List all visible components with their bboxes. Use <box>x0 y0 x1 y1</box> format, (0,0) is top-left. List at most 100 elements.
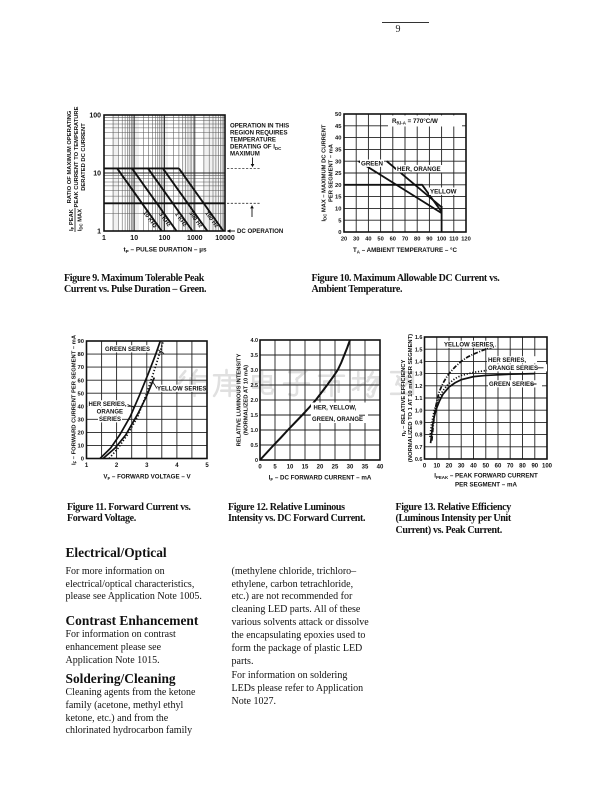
svg-text:60: 60 <box>495 464 502 470</box>
svg-text:70: 70 <box>78 365 84 371</box>
svg-text:15: 15 <box>302 465 309 471</box>
svg-text:50: 50 <box>78 391 84 397</box>
svg-text:IF – DC FORWARD CURRENT – mA: IF – DC FORWARD CURRENT – mA <box>269 475 372 482</box>
svg-text:4.0: 4.0 <box>251 338 259 344</box>
svg-text:45: 45 <box>335 124 342 130</box>
svg-text:25: 25 <box>335 171 342 177</box>
svg-text:3.5: 3.5 <box>251 353 259 359</box>
svg-text:4: 4 <box>175 463 179 469</box>
svg-text:PER SEGMENT – mA: PER SEGMENT – mA <box>455 482 517 489</box>
svg-text:YELLOW SERIES: YELLOW SERIES <box>157 387 206 393</box>
svg-text:50: 50 <box>377 237 383 243</box>
svg-text:SERIES: SERIES <box>99 417 121 423</box>
svg-text:5: 5 <box>205 463 209 469</box>
svg-text:YELLOW SERIES: YELLOW SERIES <box>444 343 493 349</box>
svg-text:5: 5 <box>273 465 277 471</box>
svg-text:3: 3 <box>145 463 149 469</box>
svg-text:15: 15 <box>335 195 342 201</box>
svg-text:OPERATION IN THIS: OPERATION IN THIS <box>230 123 289 130</box>
svg-text:tP – PULSE DURATION – µs: tP – PULSE DURATION – µs <box>124 247 207 254</box>
svg-text:DC OPERATION: DC OPERATION <box>237 228 283 235</box>
svg-text:2.0: 2.0 <box>251 398 259 404</box>
svg-text:1: 1 <box>102 235 106 242</box>
svg-text:10: 10 <box>433 464 440 470</box>
svg-text:30: 30 <box>335 159 341 165</box>
svg-text:ORANGE: ORANGE <box>97 410 123 416</box>
svg-text:80: 80 <box>519 464 526 470</box>
svg-text:1.3: 1.3 <box>415 372 423 378</box>
svg-text:1.1: 1.1 <box>415 396 423 402</box>
svg-text:GREEN SERIES: GREEN SERIES <box>489 382 534 388</box>
svg-text:MAXIMUM: MAXIMUM <box>230 151 260 158</box>
svg-text:10: 10 <box>130 235 138 242</box>
svg-text:40: 40 <box>365 237 371 243</box>
svg-text:90: 90 <box>78 339 84 345</box>
svg-text:DERATED DC CURRENT: DERATED DC CURRENT <box>81 123 87 191</box>
svg-text:25: 25 <box>332 465 339 471</box>
svg-text:IDC MAX – MAXIMUM DC CURRENT: IDC MAX – MAXIMUM DC CURRENT <box>322 124 328 221</box>
svg-text:100: 100 <box>89 113 101 120</box>
svg-text:3.0: 3.0 <box>251 368 259 374</box>
svg-text:IPEAK – PEAK FORWARD CURRENT: IPEAK – PEAK FORWARD CURRENT <box>434 473 538 480</box>
svg-text:70: 70 <box>402 237 408 243</box>
svg-text:0.6: 0.6 <box>415 457 423 463</box>
svg-text:1.0: 1.0 <box>251 428 259 434</box>
svg-text:HER, YELLOW,: HER, YELLOW, <box>314 406 357 412</box>
svg-text:HER SERIES,: HER SERIES, <box>488 358 526 364</box>
svg-text:20: 20 <box>317 465 324 471</box>
svg-text:RθJ-A = 770°C/W: RθJ-A = 770°C/W <box>392 118 438 125</box>
svg-text:0: 0 <box>423 464 427 470</box>
svg-text:0: 0 <box>255 458 258 464</box>
svg-text:100: 100 <box>542 464 553 470</box>
svg-text:10: 10 <box>335 207 341 213</box>
svg-text:90: 90 <box>531 464 538 470</box>
svg-text:80: 80 <box>78 352 84 358</box>
svg-text:ORANGE SERIES: ORANGE SERIES <box>488 366 538 372</box>
svg-text:(NORMALIZED AT 10 mA): (NORMALIZED AT 10 mA) <box>244 365 250 435</box>
svg-text:IDC MAX: IDC MAX <box>78 209 84 231</box>
svg-text:1000: 1000 <box>187 235 203 242</box>
svg-text:YELLOW: YELLOW <box>430 189 457 196</box>
svg-text:IF – FORWARD CURRENT PER SEGME: IF – FORWARD CURRENT PER SEGMENT – mA <box>72 334 78 465</box>
svg-text:10: 10 <box>287 465 294 471</box>
svg-text:110: 110 <box>449 237 458 243</box>
svg-text:0: 0 <box>81 457 84 463</box>
svg-text:0: 0 <box>258 465 262 471</box>
svg-text:GREEN SERIES: GREEN SERIES <box>105 347 150 353</box>
svg-text:IF PEAK: IF PEAK <box>69 208 75 231</box>
svg-text:50: 50 <box>335 112 341 118</box>
svg-text:HER, ORANGE: HER, ORANGE <box>397 166 441 173</box>
svg-text:0.5: 0.5 <box>251 443 259 449</box>
svg-text:100: 100 <box>437 237 447 243</box>
svg-text:50: 50 <box>482 464 489 470</box>
svg-text:1.6: 1.6 <box>415 335 423 341</box>
svg-text:70: 70 <box>507 464 514 470</box>
svg-text:PER SEGMENT – mA: PER SEGMENT – mA <box>329 143 335 202</box>
svg-text:PEAK CURRENT TO TEMPERATURE: PEAK CURRENT TO TEMPERATURE <box>74 106 80 207</box>
svg-text:RATIO OF MAXIMUM OPERATING: RATIO OF MAXIMUM OPERATING <box>67 110 73 203</box>
svg-text:(NORMALIZED TO 1 AT 10 mA PER: (NORMALIZED TO 1 AT 10 mA PER SEGMENT) <box>408 334 414 462</box>
svg-text:35: 35 <box>362 465 369 471</box>
svg-text:40: 40 <box>470 464 477 470</box>
svg-text:10: 10 <box>78 444 84 450</box>
svg-text:40: 40 <box>377 465 384 471</box>
svg-text:GREEN: GREEN <box>361 161 384 168</box>
svg-text:ηv – RELATIVE EFFICIENCY: ηv – RELATIVE EFFICIENCY <box>401 360 407 437</box>
svg-text:20: 20 <box>335 183 341 189</box>
svg-text:1: 1 <box>85 463 89 469</box>
svg-text:60: 60 <box>390 237 396 243</box>
svg-text:30: 30 <box>458 464 465 470</box>
svg-text:DERATING OF IDC: DERATING OF IDC <box>230 144 282 151</box>
svg-text:40: 40 <box>335 136 341 142</box>
svg-text:1.5: 1.5 <box>251 413 259 419</box>
svg-text:20: 20 <box>78 431 84 437</box>
svg-text:RELATIVE LUMINOUS INTENSITY: RELATIVE LUMINOUS INTENSITY <box>237 354 243 447</box>
svg-text:1.0: 1.0 <box>415 408 423 414</box>
svg-text:REGION REQUIRES: REGION REQUIRES <box>230 130 288 137</box>
svg-text:0.9: 0.9 <box>415 421 423 427</box>
svg-text:40: 40 <box>78 404 84 410</box>
svg-text:120: 120 <box>461 237 471 243</box>
svg-text:2.5: 2.5 <box>251 383 259 389</box>
svg-text:GREEN, ORANGE: GREEN, ORANGE <box>312 417 363 423</box>
svg-text:60: 60 <box>78 378 84 384</box>
